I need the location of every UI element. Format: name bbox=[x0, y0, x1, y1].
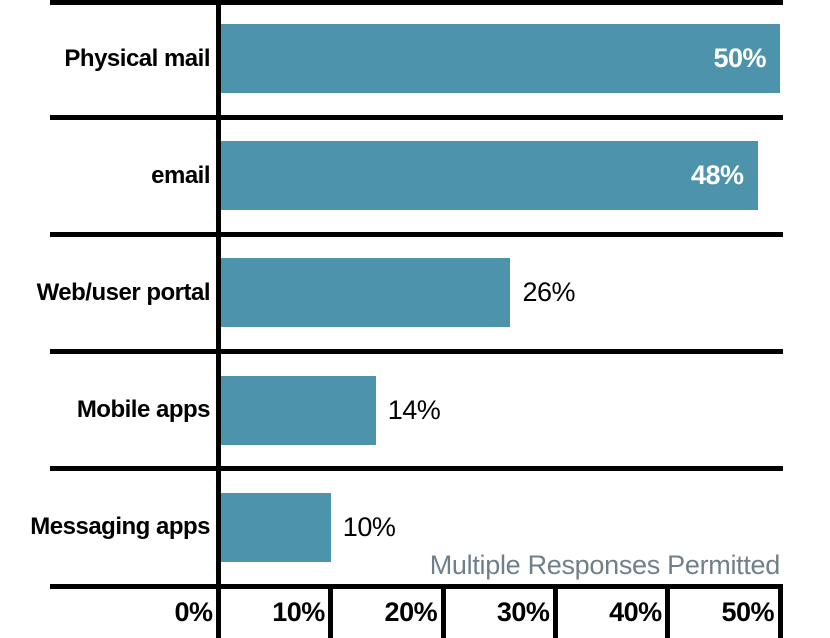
x-axis-tick-label: 50% bbox=[721, 596, 774, 627]
row-separator-line bbox=[50, 466, 783, 472]
bar-value-label: 48% bbox=[690, 160, 744, 191]
x-axis-tick bbox=[552, 586, 558, 638]
chart-top-border bbox=[50, 0, 783, 5]
bar-value-label: 26% bbox=[522, 277, 576, 308]
category-label: Physical mail bbox=[64, 44, 210, 72]
x-axis-tick-label: 10% bbox=[272, 596, 325, 627]
category-label: Mobile apps bbox=[76, 396, 211, 424]
x-axis-tick bbox=[328, 586, 334, 638]
x-axis-tick bbox=[440, 586, 446, 638]
x-axis-tick bbox=[665, 586, 671, 638]
x-axis-tick-label: 40% bbox=[609, 596, 662, 627]
bar bbox=[221, 258, 511, 328]
category-label: Web/user portal bbox=[36, 278, 211, 306]
y-axis-line bbox=[216, 0, 221, 638]
category-label: email bbox=[151, 161, 210, 189]
note-multiple-responses: Multiple Responses Permitted bbox=[429, 550, 781, 580]
row-separator-line bbox=[50, 114, 783, 120]
bar: 50% bbox=[221, 24, 780, 93]
bar bbox=[221, 492, 331, 562]
x-axis-tick-label: 20% bbox=[384, 596, 438, 627]
x-axis-line bbox=[50, 583, 783, 589]
row-separator-line bbox=[50, 231, 783, 237]
row-separator-line bbox=[50, 349, 783, 355]
bar bbox=[221, 375, 376, 445]
bar-value-label: 10% bbox=[342, 511, 396, 542]
x-axis-tick-label: 0% bbox=[174, 596, 213, 627]
x-axis-tick bbox=[777, 586, 783, 638]
bar-value-label: 14% bbox=[387, 394, 441, 425]
x-axis-tick-label: 30% bbox=[496, 596, 550, 627]
bar: 48% bbox=[221, 141, 758, 211]
bar-value-label: 50% bbox=[713, 43, 766, 73]
category-label: Messaging apps bbox=[30, 513, 210, 541]
